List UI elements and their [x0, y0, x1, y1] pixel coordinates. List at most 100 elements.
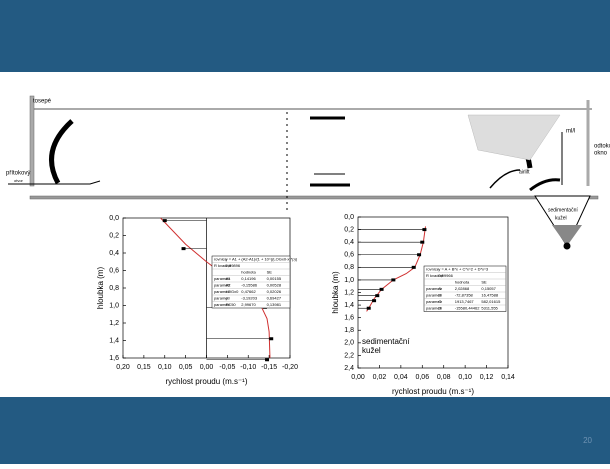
x-tick-label: 0,12	[480, 374, 494, 381]
flow-arrow	[530, 180, 560, 190]
data-point	[182, 247, 186, 250]
y-tick-label: 1,6	[344, 315, 354, 322]
y-tick-label: 2,2	[344, 352, 354, 359]
annotation: kužel	[362, 346, 381, 355]
table-cell: C	[438, 299, 441, 304]
table-cell: 16,47588	[481, 292, 498, 297]
table-cell: parametr	[214, 295, 231, 300]
y-tick-label: 0,2	[109, 232, 119, 239]
y-tick-label: 0,4	[109, 250, 119, 257]
data-point	[269, 337, 273, 340]
table-cell: 0,47662	[241, 289, 256, 294]
airlift-cloud	[468, 115, 560, 160]
data-point	[163, 219, 167, 222]
y-tick-label: 1,2	[344, 289, 354, 296]
page-number: 20	[583, 436, 592, 445]
table-cell: 0,02026	[267, 289, 282, 294]
x-tick-label: 0,10	[158, 364, 172, 371]
data-point	[420, 241, 424, 244]
diagram-label: otvor	[14, 178, 24, 183]
table-cell: 0,13981	[267, 302, 282, 307]
table-cell: 2,02868	[455, 286, 470, 291]
table-cell: 0,15057	[481, 286, 496, 291]
table-cell: -3,19203	[241, 295, 258, 300]
drain	[564, 243, 570, 249]
table-cell: 582,01615	[481, 299, 501, 304]
y-tick-label: 1,0	[109, 302, 119, 309]
x-tick-label: -0,15	[261, 364, 277, 371]
tank-bottom	[30, 196, 598, 199]
table-cell: -72,87358	[455, 292, 474, 297]
x-tick-label: 0,20	[116, 364, 130, 371]
y-tick-label: 1,0	[344, 277, 354, 284]
diagram-label: okno	[594, 151, 608, 157]
x-axis-label: rychlost proudu (m.s⁻¹)	[392, 387, 474, 396]
x-tick-label: 0,08	[437, 374, 451, 381]
table-cell: hodnota	[241, 269, 256, 274]
table-cell: 5311,555	[481, 305, 498, 310]
y-tick-label: 1,4	[109, 337, 119, 344]
y-tick-label: 1,4	[344, 302, 354, 309]
y-tick-label: 2,4	[344, 365, 354, 372]
y-tick-label: 1,8	[344, 327, 354, 334]
x-tick-label: 0,10	[458, 374, 472, 381]
diagram-label: airlift	[519, 169, 530, 175]
table-cell: 0,69427	[267, 295, 282, 300]
x-tick-label: 0,15	[137, 364, 151, 371]
y-tick-label: 0,0	[344, 214, 354, 221]
table-cell: -0,15586	[241, 282, 258, 287]
y-tick-label: 0,0	[109, 215, 119, 222]
diagram	[8, 96, 598, 249]
data-point	[375, 294, 379, 297]
data-point	[367, 307, 371, 310]
y-tick-label: 1,6	[109, 355, 119, 362]
diagram-label: přítokový	[6, 171, 30, 177]
data-point	[391, 278, 395, 281]
y-tick-label: 0,8	[344, 264, 354, 271]
x-axis-label: rychlost proudu (m.s⁻¹)	[165, 377, 247, 386]
table-cell: 1913,7467	[455, 299, 475, 304]
data-point	[265, 358, 269, 361]
data-point	[372, 299, 376, 302]
x-tick-label: -0,05	[219, 364, 235, 371]
data-point	[380, 288, 384, 291]
table-cell: A2	[226, 282, 232, 287]
table-cell: 2,99670	[241, 302, 256, 307]
table-cell: 0,99896	[226, 263, 241, 268]
y-tick-label: 0,8	[109, 285, 119, 292]
x-tick-label: -0,20	[282, 364, 298, 371]
annotation: sedimentační	[362, 337, 410, 346]
x-tick-label: 0,00	[351, 374, 365, 381]
y-axis-label: hloubka (m)	[331, 271, 340, 314]
flow-arrow	[52, 121, 72, 183]
y-tick-label: 0,6	[344, 252, 354, 259]
fit-curve	[367, 226, 426, 311]
y-tick-label: 1,2	[109, 320, 119, 327]
y-tick-label: 0,6	[109, 267, 119, 274]
table-cell: D	[438, 305, 441, 310]
y-tick-label: 2,0	[344, 340, 354, 347]
flow-arrow	[490, 170, 520, 188]
table-cell: A1	[226, 276, 232, 281]
data-point	[422, 228, 426, 231]
table-cell: EC50	[226, 302, 237, 307]
diagram-label: sedimentační	[548, 207, 578, 213]
bottom-band	[0, 397, 610, 464]
table-cell: -15580,44462	[455, 305, 480, 310]
table-cell: y = A + B*x + C*x^2 + D*x^3	[438, 266, 489, 271]
table-cell: SE	[481, 279, 487, 284]
table-cell: A	[438, 286, 441, 291]
table-cell: 0,99966	[438, 273, 453, 278]
x-tick-label: 0,02	[373, 374, 387, 381]
diagram-label: tosepé	[33, 99, 52, 105]
x-tick-label: 0,04	[394, 374, 408, 381]
left-wall	[30, 96, 34, 186]
y-tick-label: 0,2	[344, 226, 354, 233]
x-tick-label: -0,10	[240, 364, 256, 371]
x-tick-label: 0,14	[501, 374, 515, 381]
data-point	[417, 253, 421, 256]
table-cell: hodnota	[455, 279, 470, 284]
x-tick-label: 0,06	[415, 374, 429, 381]
table-cell: LOGx0	[226, 289, 239, 294]
